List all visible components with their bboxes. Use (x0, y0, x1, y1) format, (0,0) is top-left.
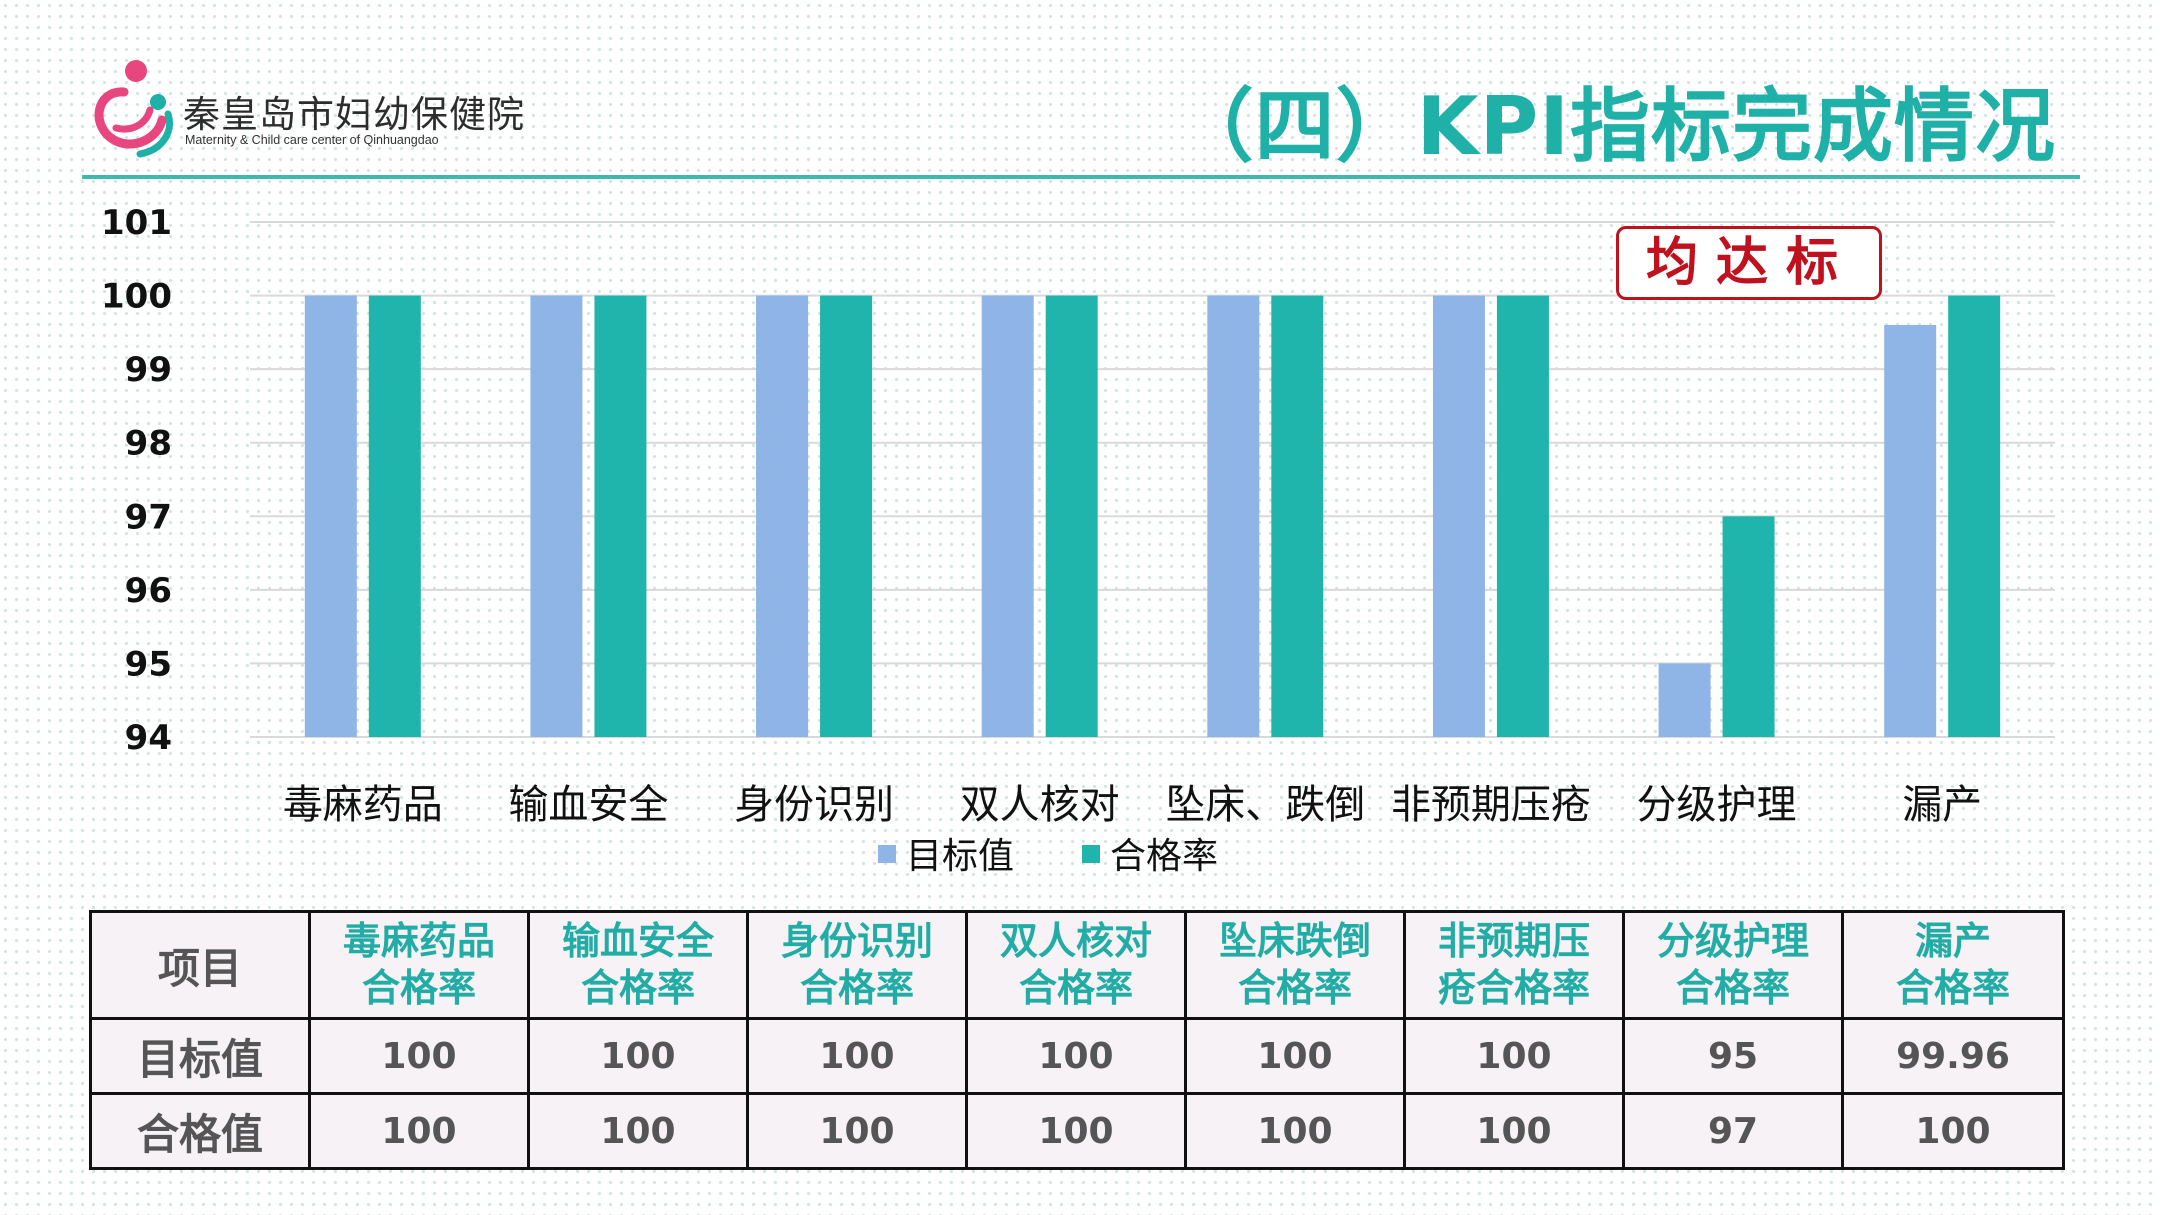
y-tick-label: 96 (125, 571, 172, 611)
x-tick-label: 双人核对 (960, 782, 1120, 828)
all-met-badge: 均达标 (1616, 226, 1882, 300)
page-title: （四）KPI指标完成情况 (1173, 80, 2056, 173)
header-col-1: 毒麻药品 合格率 (308, 910, 530, 1020)
header-item: 项目 (89, 910, 311, 1020)
x-tick-label: 输血安全 (508, 782, 668, 828)
header-col-6: 非预期压 疮合格率 (1403, 910, 1625, 1020)
header-col-3: 身份识别 合格率 (746, 910, 968, 1020)
table-cell: 100 (746, 1092, 968, 1170)
bar-actual (1271, 295, 1324, 737)
table-cell: 100 (1403, 1092, 1625, 1170)
logo-chinese-name: 秦皇岛市妇幼保健院 (183, 93, 525, 136)
y-tick-label: 94 (125, 718, 172, 758)
bar-actual (820, 295, 873, 737)
table-row-actual: 合格值 100 100 100 100 100 100 97 100 (89, 1092, 2065, 1170)
bar-target (1884, 325, 1937, 737)
bar-target (1658, 663, 1711, 737)
table-cell: 100 (527, 1092, 749, 1170)
table-cell: 100 (527, 1017, 749, 1095)
row-label: 合格值 (89, 1092, 311, 1170)
kpi-bar-chart: 94 95 96 97 98 99 100 101 毒麻药品 输血安全 身份识别 双人核对 坠床、跌倒非… (101, 203, 2055, 877)
y-tick-label: 98 (125, 424, 172, 464)
bar-target (1432, 295, 1485, 737)
y-tick-label: 101 (101, 203, 172, 243)
hospital-logo: 秦皇岛市妇幼保健院 Maternity & Child care center … (88, 58, 524, 158)
bar-target (304, 295, 357, 737)
bar-actual (1722, 516, 1775, 737)
header-col-4: 双人核对 合格率 (965, 910, 1187, 1020)
logo-english-name: Maternity & Child care center of Qinhuan… (185, 133, 439, 147)
table-cell: 100 (965, 1017, 1187, 1095)
x-tick-label: 坠床、跌倒 (1165, 782, 1365, 828)
table-cell: 100 (1184, 1092, 1406, 1170)
legend-label: 合格率 (1110, 836, 1218, 877)
y-tick-label: 95 (125, 644, 172, 684)
table-row-target: 目标值 100 100 100 100 100 100 95 99.96 (89, 1017, 2065, 1095)
legend-swatch (1082, 845, 1100, 863)
header-divider (82, 175, 2080, 179)
x-tick-label: 非预期压疮 (1391, 782, 1591, 828)
table-cell: 100 (965, 1092, 1187, 1170)
bar-target (1207, 295, 1260, 737)
table-cell: 97 (1622, 1092, 1844, 1170)
x-tick-label: 漏产 (1902, 782, 1982, 828)
bar-actual (594, 295, 647, 737)
table-cell: 99.96 (1841, 1017, 2065, 1095)
y-tick-label: 97 (125, 497, 172, 537)
bar-actual (1496, 295, 1549, 737)
bar-actual (368, 295, 421, 737)
table-header-row: 项目 毒麻药品 合格率 输血安全 合格率 身份识别 合格率 双人核对 合格率 坠床跌倒合… (89, 910, 2065, 1020)
legend-swatch (878, 845, 896, 863)
y-tick-label: 99 (125, 350, 172, 390)
table-cell: 95 (1622, 1017, 1844, 1095)
table-cell: 100 (308, 1017, 530, 1095)
bar-target (981, 295, 1034, 737)
header-col-2: 输血安全 合格率 (527, 910, 749, 1020)
bar-target (530, 295, 583, 737)
y-tick-label: 100 (101, 277, 172, 317)
header-col-7: 分级护理 合格率 (1622, 910, 1844, 1020)
bar-actual (1045, 295, 1098, 737)
table-cell: 100 (1841, 1092, 2065, 1170)
row-label: 目标值 (89, 1017, 311, 1095)
header-col-5: 坠床跌倒 合格率 (1184, 910, 1406, 1020)
table-cell: 100 (746, 1017, 968, 1095)
table-cell: 100 (1184, 1017, 1406, 1095)
x-tick-label: 身份识别 (734, 782, 894, 828)
table-cell: 100 (1403, 1017, 1625, 1095)
x-tick-label: 分级护理 (1637, 782, 1797, 828)
x-tick-label: 毒麻药品 (283, 782, 443, 828)
kpi-table: 项目 毒麻药品 合格率 输血安全 合格率 身份识别 合格率 双人核对 合格率 坠床跌倒合… (89, 910, 2065, 1170)
table-cell: 100 (308, 1092, 530, 1170)
legend-label: 目标值 (906, 836, 1014, 877)
bar-actual (1948, 295, 2001, 737)
logo-mark-icon (94, 60, 173, 158)
header-col-8: 漏产 合格率 (1841, 910, 2065, 1020)
bar-target (756, 295, 809, 737)
